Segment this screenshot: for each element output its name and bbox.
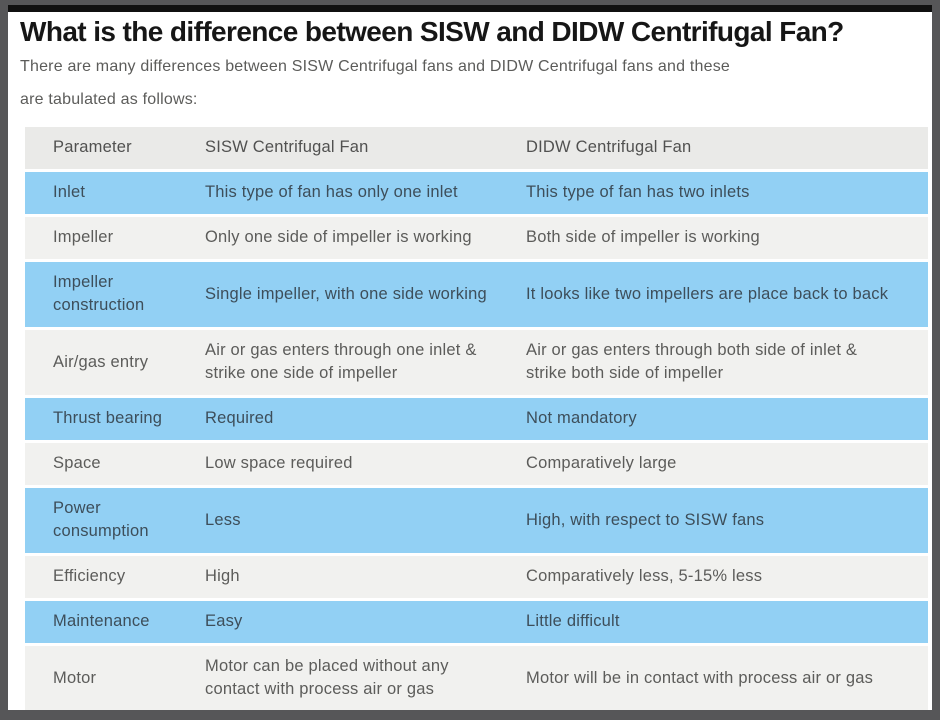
cell-sisw-value: This type of fan has only one inlet: [205, 172, 526, 215]
table-row: Inlet This type of fan has only one inle…: [25, 172, 928, 215]
cell-parameter: Maintenance: [25, 601, 205, 644]
cell-sisw-value: Air or gas enters through one inlet & st…: [205, 330, 526, 396]
header-didw-fan: DIDW Centrifugal Fan: [526, 127, 928, 170]
header-sisw-fan: SISW Centrifugal Fan: [205, 127, 526, 170]
cell-sisw-value: Required: [205, 398, 526, 441]
title-top-rule: [8, 5, 932, 12]
table-row: Impeller Only one side of impeller is wo…: [25, 217, 928, 260]
cell-didw-value: It looks like two impellers are place ba…: [526, 262, 928, 328]
cell-parameter: Impeller construction: [25, 262, 205, 328]
cell-sisw-value: Less: [205, 488, 526, 554]
header-parameter: Parameter: [25, 127, 205, 170]
cell-didw-value: Both side of impeller is working: [526, 217, 928, 260]
table-row: Thrust bearing Required Not mandatory: [25, 398, 928, 441]
cell-sisw-value: Single impeller, with one side working: [205, 262, 526, 328]
cell-didw-value: Comparatively less, 5-15% less: [526, 556, 928, 599]
cell-parameter: Air/gas entry: [25, 330, 205, 396]
table-row: Maintenance Easy Little difficult: [25, 601, 928, 644]
cell-didw-value: Little difficult: [526, 601, 928, 644]
cell-sisw-value: High: [205, 556, 526, 599]
cell-didw-value: Motor will be in contact with process ai…: [526, 646, 928, 710]
table-row: Space Low space required Comparatively l…: [25, 443, 928, 486]
cell-parameter: Impeller: [25, 217, 205, 260]
table-row: Air/gas entry Air or gas enters through …: [25, 330, 928, 396]
table-row: Motor Motor can be placed without any co…: [25, 646, 928, 710]
table-header-row: Parameter SISW Centrifugal Fan DIDW Cent…: [25, 127, 928, 170]
article-page: What is the difference between SISW and …: [8, 5, 932, 710]
cell-didw-value: This type of fan has two inlets: [526, 172, 928, 215]
comparison-table: Parameter SISW Centrifugal Fan DIDW Cent…: [25, 124, 928, 710]
cell-parameter: Motor: [25, 646, 205, 710]
cell-sisw-value: Motor can be placed without any contact …: [205, 646, 526, 710]
cell-parameter: Inlet: [25, 172, 205, 215]
table-row: Impeller construction Single impeller, w…: [25, 262, 928, 328]
cell-sisw-value: Easy: [205, 601, 526, 644]
cell-didw-value: Not mandatory: [526, 398, 928, 441]
cell-didw-value: Comparatively large: [526, 443, 928, 486]
cell-didw-value: Air or gas enters through both side of i…: [526, 330, 928, 396]
intro-paragraph: There are many differences between SISW …: [20, 58, 731, 109]
cell-parameter: Space: [25, 443, 205, 486]
cell-parameter: Efficiency: [25, 556, 205, 599]
table-row: Power consumption Less High, with respec…: [25, 488, 928, 554]
cell-sisw-value: Low space required: [205, 443, 526, 486]
cell-didw-value: High, with respect to SISW fans: [526, 488, 928, 554]
cell-parameter: Power consumption: [25, 488, 205, 554]
comparison-table-body: Inlet This type of fan has only one inle…: [25, 172, 928, 710]
table-row: Efficiency High Comparatively less, 5-15…: [25, 556, 928, 599]
page-title: What is the difference between SISW and …: [20, 16, 844, 47]
cell-sisw-value: Only one side of impeller is working: [205, 217, 526, 260]
cell-parameter: Thrust bearing: [25, 398, 205, 441]
